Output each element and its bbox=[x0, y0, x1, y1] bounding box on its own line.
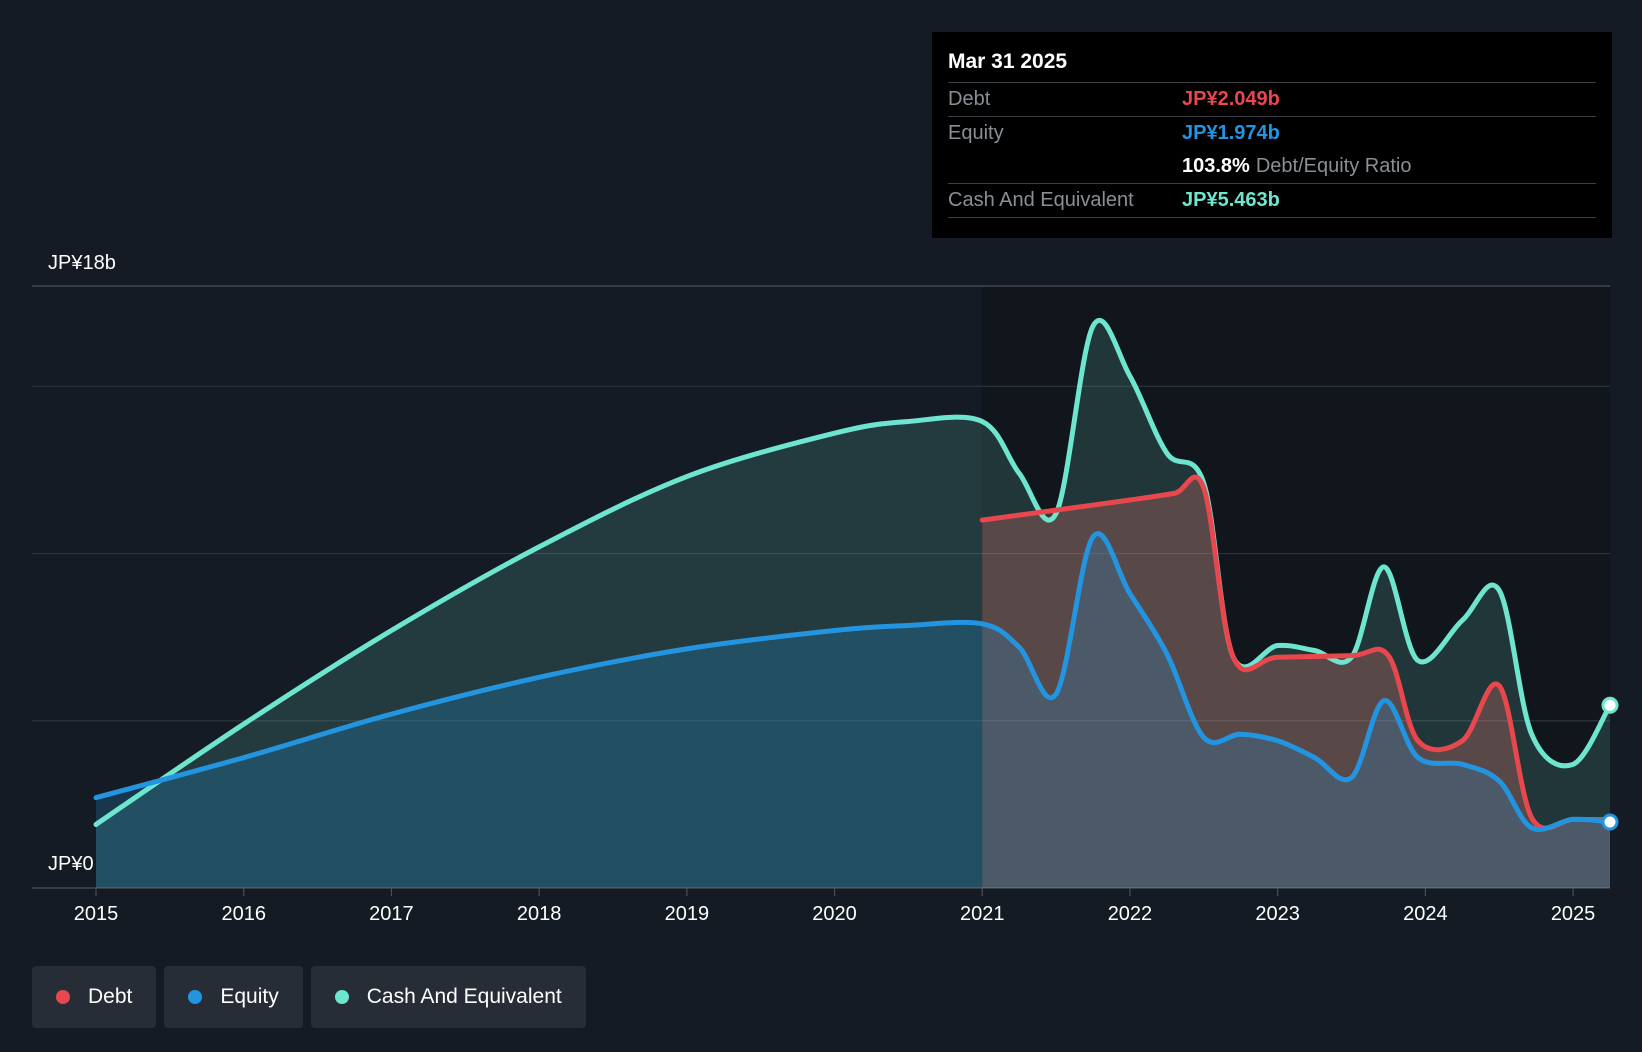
legend-dot-cash bbox=[334, 990, 349, 1004]
tooltip-ratio-label: Debt/Equity Ratio bbox=[1255, 155, 1412, 177]
x-tick-label: 2015 bbox=[74, 903, 119, 925]
tooltip-ratio-spacer bbox=[948, 150, 1182, 183]
x-tick-label: 2024 bbox=[1403, 903, 1448, 925]
cash-end-marker bbox=[1601, 696, 1619, 714]
tooltip-cash-label: Cash And Equivalent bbox=[948, 189, 1134, 211]
tooltip-debt-row: Debt JP¥2.049b bbox=[948, 83, 1596, 117]
legend-dot-equity bbox=[188, 990, 203, 1004]
x-tick-label: 2020 bbox=[812, 903, 857, 925]
equity-end-marker bbox=[1601, 813, 1619, 831]
legend-label-cash: Cash And Equivalent bbox=[366, 985, 562, 1008]
y-axis-top-label: JP¥18b bbox=[48, 252, 116, 274]
tooltip-equity-row: Equity JP¥1.974b bbox=[948, 117, 1596, 150]
x-tick-label: 2017 bbox=[369, 903, 414, 925]
x-tick-label: 2023 bbox=[1255, 903, 1300, 925]
equity-area bbox=[96, 533, 1610, 888]
legend-item-debt[interactable]: Debt bbox=[32, 966, 157, 1028]
debt-line bbox=[979, 474, 1613, 831]
equity-line bbox=[93, 531, 1613, 832]
legend: Debt Equity Cash And Equivalent bbox=[32, 966, 586, 1028]
x-tick-label: 2025 bbox=[1551, 903, 1596, 925]
legend-label-debt: Debt bbox=[88, 985, 133, 1008]
cash-area bbox=[96, 320, 1610, 889]
debt-area bbox=[982, 476, 1610, 888]
gridlines bbox=[32, 285, 1610, 889]
x-axis-ticks: 2015 2016 2017 2018 2019 2020 2021 2022 2023 2024… bbox=[74, 888, 1596, 925]
tooltip-ratio-value: 103.8% bbox=[1182, 155, 1250, 177]
y-axis-bottom-label: JP¥0 bbox=[48, 853, 94, 875]
tooltip-debt-value: JP¥2.049b bbox=[1182, 88, 1280, 110]
series-areas bbox=[96, 320, 1610, 889]
legend-label-equity: Equity bbox=[220, 985, 279, 1008]
tooltip-debt-label: Debt bbox=[948, 88, 991, 110]
legend-item-cash[interactable]: Cash And Equivalent bbox=[310, 966, 586, 1028]
series-lines bbox=[93, 317, 1613, 832]
end-markers bbox=[1601, 696, 1619, 831]
tooltip-cash-row: Cash And Equivalent JP¥5.463b bbox=[948, 184, 1596, 218]
cash-line bbox=[93, 317, 1613, 827]
legend-item-equity[interactable]: Equity bbox=[164, 966, 303, 1028]
tooltip-equity-value: JP¥1.974b bbox=[1182, 122, 1280, 144]
tooltip-cash-value: JP¥5.463b bbox=[1182, 189, 1280, 211]
x-tick-label: 2019 bbox=[665, 903, 710, 925]
tooltip-ratio-row: 103.8% Debt/Equity Ratio bbox=[948, 150, 1596, 184]
x-tick-label: 2022 bbox=[1108, 903, 1153, 925]
legend-dot-debt bbox=[56, 990, 70, 1004]
tooltip-equity-label: Equity bbox=[948, 122, 1004, 144]
tooltip-panel: Mar 31 2025 Debt JP¥2.049b Equity JP¥1.9… bbox=[932, 32, 1612, 238]
tooltip-date: Mar 31 2025 bbox=[948, 44, 1596, 83]
x-tick-label: 2016 bbox=[221, 903, 266, 925]
x-tick-label: 2021 bbox=[960, 903, 1005, 925]
x-tick-label: 2018 bbox=[517, 903, 562, 925]
